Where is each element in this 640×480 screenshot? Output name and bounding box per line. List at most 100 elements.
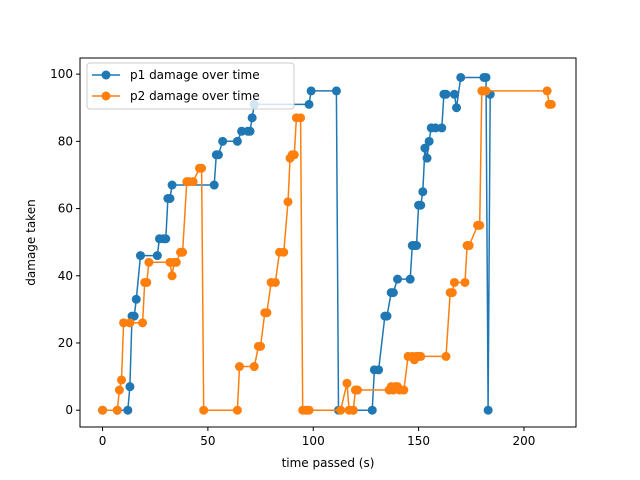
- data-point: [283, 197, 293, 207]
- data-point: [342, 378, 352, 388]
- data-point: [114, 385, 124, 395]
- data-point: [481, 86, 491, 96]
- x-tick-label: 100: [302, 434, 325, 448]
- data-point: [135, 251, 145, 261]
- y-tick-label: 80: [58, 134, 73, 148]
- data-point: [123, 405, 133, 415]
- data-point: [142, 277, 152, 287]
- data-point: [218, 136, 228, 146]
- data-point: [437, 123, 447, 133]
- data-point: [393, 274, 403, 284]
- data-point: [416, 200, 426, 210]
- data-point: [98, 405, 108, 415]
- legend-label-p2: p2 damage over time: [130, 89, 260, 103]
- y-tick-label: 20: [58, 336, 73, 350]
- data-point: [152, 251, 162, 261]
- data-point: [411, 241, 421, 251]
- x-tick-label: 0: [99, 434, 107, 448]
- data-point: [447, 288, 457, 298]
- data-point: [247, 113, 257, 123]
- data-point: [119, 318, 129, 328]
- legend-box: [86, 62, 295, 110]
- data-point: [483, 405, 493, 415]
- data-point: [449, 89, 459, 99]
- data-point: [209, 180, 219, 190]
- data-point: [289, 150, 299, 160]
- data-point: [430, 123, 440, 133]
- series-layer: [98, 72, 556, 415]
- y-tick-label: 0: [65, 403, 73, 417]
- data-point: [367, 405, 377, 415]
- x-tick-label: 150: [407, 434, 430, 448]
- data-point: [167, 271, 177, 281]
- data-point: [382, 311, 392, 321]
- data-point: [171, 257, 181, 267]
- data-point: [481, 72, 491, 82]
- data-point: [117, 375, 127, 385]
- data-point: [416, 351, 426, 361]
- data-point: [232, 405, 242, 415]
- data-point: [249, 362, 259, 372]
- data-point: [456, 72, 466, 82]
- data-point: [296, 113, 306, 123]
- data-point: [279, 247, 289, 257]
- data-point: [161, 234, 171, 244]
- data-point: [336, 405, 346, 415]
- y-axis-label: damage taken: [24, 199, 38, 285]
- data-point: [270, 277, 280, 287]
- data-point: [138, 318, 148, 328]
- data-point: [348, 405, 358, 415]
- legend-marker-p2: [101, 91, 111, 101]
- data-point: [352, 385, 362, 395]
- data-point: [424, 136, 434, 146]
- data-point: [460, 277, 470, 287]
- data-point: [197, 163, 207, 173]
- data-point: [420, 143, 430, 153]
- data-point: [125, 318, 135, 328]
- data-point: [125, 382, 135, 392]
- data-point: [441, 89, 451, 99]
- data-point: [441, 351, 451, 361]
- data-point: [245, 126, 255, 136]
- data-point: [546, 99, 556, 109]
- y-tick-label: 100: [50, 67, 73, 81]
- x-tick-label: 50: [200, 434, 215, 448]
- data-point: [422, 153, 432, 163]
- x-axis-label: time passed (s): [282, 456, 375, 470]
- series-p1: [98, 72, 495, 415]
- data-point: [374, 365, 384, 375]
- x-ticks: 0 50 100 150 200: [99, 427, 535, 448]
- data-point: [449, 277, 459, 287]
- data-point: [167, 180, 177, 190]
- data-point: [131, 294, 141, 304]
- data-point: [144, 257, 154, 267]
- data-point: [304, 99, 314, 109]
- data-point: [129, 311, 139, 321]
- y-tick-label: 40: [58, 269, 73, 283]
- plot-frame: [79, 57, 577, 428]
- data-point: [452, 103, 462, 113]
- data-point: [475, 220, 485, 230]
- data-point: [178, 247, 188, 257]
- data-point: [542, 86, 552, 96]
- legend-marker-p1: [101, 70, 111, 80]
- legend: p1 damage over time p2 damage over time: [86, 62, 295, 110]
- data-point: [256, 341, 266, 351]
- y-ticks: 0 20 40 60 80 100: [50, 67, 80, 417]
- data-point: [405, 274, 415, 284]
- data-point: [232, 136, 242, 146]
- data-point: [235, 362, 245, 372]
- data-point: [213, 150, 223, 160]
- legend-label-p1: p1 damage over time: [130, 68, 260, 82]
- y-tick-label: 60: [58, 202, 73, 216]
- data-point: [188, 177, 198, 187]
- data-point: [306, 86, 316, 96]
- data-point: [237, 126, 247, 136]
- data-point: [304, 405, 314, 415]
- data-point: [262, 308, 272, 318]
- data-point: [399, 385, 409, 395]
- series-p2: [98, 86, 556, 415]
- data-point: [464, 241, 474, 251]
- data-point: [418, 187, 428, 197]
